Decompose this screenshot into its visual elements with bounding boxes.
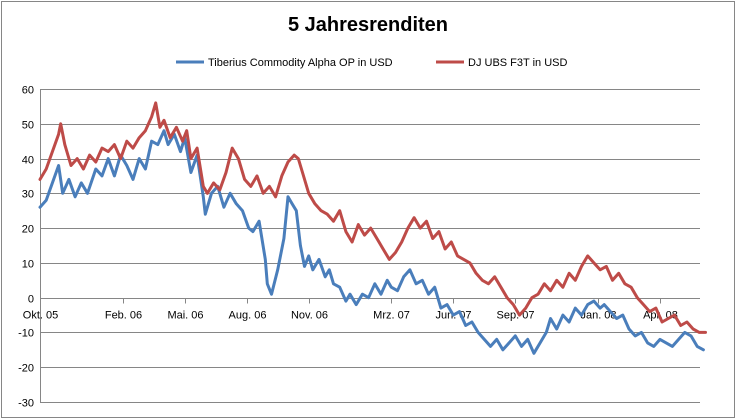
series-line-tiberius: [38, 129, 705, 355]
x-axis: Okt. 05 Feb. 06 Mai. 06 Aug. 06 Nov. 06 Mrz. …: [23, 298, 678, 322]
x-tick-label: Mrz. 07: [373, 310, 410, 322]
x-tick-label: Feb. 06: [105, 310, 142, 322]
x-tick-label: Sep. 07: [497, 310, 535, 322]
legend-label-djubs: DJ UBS F3T in USD: [468, 57, 567, 69]
y-tick-label: -30: [18, 398, 34, 410]
y-tick-label: 40: [22, 155, 34, 167]
x-tick-label: Jan. 08: [580, 310, 616, 322]
series-line-djubs: [38, 101, 707, 334]
x-tick-label: Mai. 06: [167, 310, 203, 322]
y-tick-label: 20: [22, 224, 34, 236]
chart-title: 5 Jahresrenditen: [288, 14, 448, 36]
legend: Tiberius Commodity Alpha OP in USD DJ UB…: [176, 57, 567, 69]
y-tick-label: 0: [28, 294, 34, 306]
x-tick-label: Aug. 06: [229, 310, 267, 322]
y-tick-label: -20: [18, 363, 34, 375]
y-tick-label: 60: [22, 85, 34, 97]
y-tick-label: 50: [22, 120, 34, 132]
y-tick-label: 30: [22, 189, 34, 201]
y-axis: -30 -20 -10 0 10 20 30 40 50 60: [18, 85, 34, 410]
x-tick-label: Okt. 05: [23, 310, 58, 322]
x-tick-label: Nov. 06: [291, 310, 328, 322]
legend-label-tiberius: Tiberius Commodity Alpha OP in USD: [208, 57, 393, 69]
y-tick-label: 10: [22, 259, 34, 271]
gridlines: [40, 89, 700, 403]
y-tick-label: -10: [18, 328, 34, 340]
series-group: [38, 101, 707, 355]
